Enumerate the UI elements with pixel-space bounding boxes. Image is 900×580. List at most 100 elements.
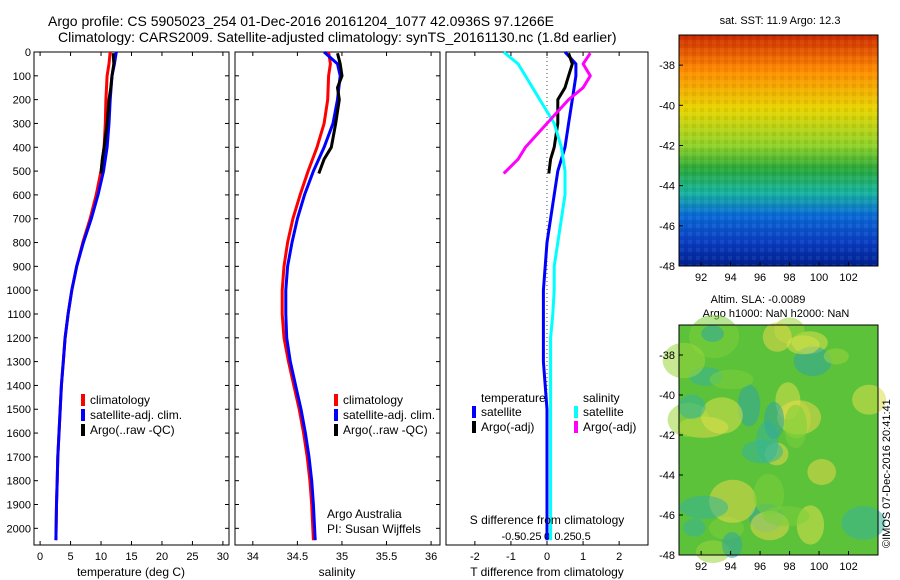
xtick-label: 35.5 [376, 551, 397, 563]
ytick-label: 1200 [7, 333, 31, 345]
sla-blob [700, 397, 743, 434]
sla-blob [807, 459, 836, 485]
sla-blob [753, 473, 785, 516]
ytick-label: 0 [25, 47, 31, 59]
xtick-label: 35 [336, 551, 348, 563]
map-xtick-label: 94 [724, 272, 736, 284]
figure-title-line2: Climatology: CARS2009. Satellite-adjuste… [58, 29, 616, 45]
ytick-label: 1300 [7, 357, 31, 369]
legend-swatch-climatology [334, 394, 338, 406]
difference-xlabel: T difference from climatology [470, 565, 624, 579]
map-ytick-label: -38 [659, 60, 675, 72]
salinity-panel: 34 34.5 35 35.5 36 salinity climatology sate… [234, 50, 441, 579]
map-ytick-label: -48 [659, 261, 675, 273]
xtick-label: 25 [186, 551, 198, 563]
map-ytick-label: -48 [659, 550, 675, 562]
map-xtick-label: 100 [810, 272, 828, 284]
map-ytick-label: -44 [659, 181, 675, 193]
legend-swatch-temperature-satellite [472, 406, 476, 418]
difference-legend: temperature salinity satellite Argo(-adj… [472, 391, 636, 434]
salinity-xlabel: salinity [319, 565, 356, 579]
map-ytick-label: -38 [659, 350, 675, 362]
map-xtick-label: 92 [695, 561, 707, 573]
sla-map-panel: Altim. SLA: -0.0089 Argo h1000: NaN h200… [659, 294, 893, 573]
xtick-label: 36 [425, 551, 437, 563]
series-line [541, 50, 578, 541]
ytick-label: 1000 [7, 285, 31, 297]
sla-blob [662, 342, 706, 379]
series-line [317, 52, 344, 175]
sst-heatmap-texture [679, 35, 878, 266]
sst-map-xticks: 92 94 96 98 100 102 [695, 262, 858, 284]
difference-top-label: S difference from climatology [470, 513, 625, 527]
temperature-series [54, 51, 118, 541]
map-xtick-label: 102 [839, 272, 857, 284]
map-xtick-label: 98 [783, 561, 795, 573]
legend-label-argo: Argo(..raw -QC) [90, 423, 175, 437]
legend-label-temperature-argo: Argo(-adj) [481, 420, 534, 434]
map-ytick-label: -46 [659, 221, 675, 233]
legend-swatch-satellite [334, 409, 338, 421]
ytick-label: 300 [13, 118, 31, 130]
xtick-label: -1 [506, 551, 516, 563]
sla-map-title-line1: Altim. SLA: -0.0089 [711, 294, 806, 306]
sla-blob [784, 404, 807, 449]
legend-label-satellite: satellite-adj. clim. [343, 408, 435, 422]
sst-map-title: sat. SST: 11.9 Argo: 12.3 [720, 15, 841, 27]
ytick-label: 1700 [7, 452, 31, 464]
sla-map-yticks: -38 -40 -42 -44 -46 -48 [659, 350, 683, 562]
xtick-label: 1 [580, 551, 586, 563]
legend-header-salinity: salinity [583, 391, 620, 405]
map-ytick-label: -42 [659, 140, 675, 152]
xtick-label: 5 [68, 551, 74, 563]
salinity-legend: climatology satellite-adj. clim. Argo(..… [334, 393, 435, 437]
xtick-label: 0 [37, 551, 43, 563]
sla-map-frame [678, 324, 879, 556]
series-line [502, 50, 567, 541]
series-line [54, 51, 112, 541]
difference-xticks: -2 -1 0 1 2 [470, 52, 622, 563]
map-xtick-label: 92 [695, 272, 707, 284]
sla-map-xticks: 92 94 96 98 100 102 [695, 551, 858, 573]
sla-heatmap-blobs [662, 314, 887, 563]
sla-blob [678, 394, 706, 419]
legend-label-salinity-argo: Argo(-adj) [583, 420, 636, 434]
sla-blob [683, 518, 706, 537]
legend-label-salinity-satellite: satellite [583, 405, 624, 419]
institution-note: Argo Australia [327, 507, 402, 521]
sla-blob [762, 322, 792, 352]
legend-label-climatology: climatology [90, 393, 150, 407]
xtick-label: 2 [616, 551, 622, 563]
ytick-label: 1600 [7, 428, 31, 440]
temperature-axes-frame [33, 51, 230, 546]
legend-swatch-salinity-satellite [574, 406, 578, 418]
sst-map-panel: sat. SST: 11.9 Argo: 12.3 -38 -40 -42 -44 -4… [659, 15, 879, 284]
top-tick-label: -0.5 [501, 531, 520, 543]
legend-swatch-salinity-argo [574, 421, 578, 433]
ytick-label: 1500 [7, 404, 31, 416]
sla-blob [709, 369, 754, 390]
map-ytick-label: -42 [659, 430, 675, 442]
sla-blob [823, 348, 849, 365]
ytick-label: 1100 [7, 309, 31, 321]
map-xtick-label: 96 [754, 561, 766, 573]
legend-swatch-argo [81, 424, 85, 436]
difference-panel: -2 -1 0 1 2 -0.5-0.25 0 0.25 0.5 T difference f… [445, 50, 649, 579]
series-line [284, 50, 342, 541]
ytick-label: 400 [13, 142, 31, 154]
xtick-label: 34 [247, 551, 259, 563]
sla-blob [695, 540, 731, 563]
legend-header-temperature: temperature [481, 391, 546, 405]
xtick-label: -2 [470, 551, 480, 563]
series-line [99, 53, 116, 174]
ytick-label: 100 [13, 71, 31, 83]
xtick-label: 10 [95, 551, 107, 563]
top-tick-label: -0.25 [516, 531, 541, 543]
xtick-label: 20 [156, 551, 168, 563]
sla-blob [737, 384, 761, 427]
series-line [280, 51, 332, 541]
legend-swatch-climatology [81, 394, 85, 406]
ytick-label: 1400 [7, 380, 31, 392]
sla-blob [764, 401, 785, 439]
